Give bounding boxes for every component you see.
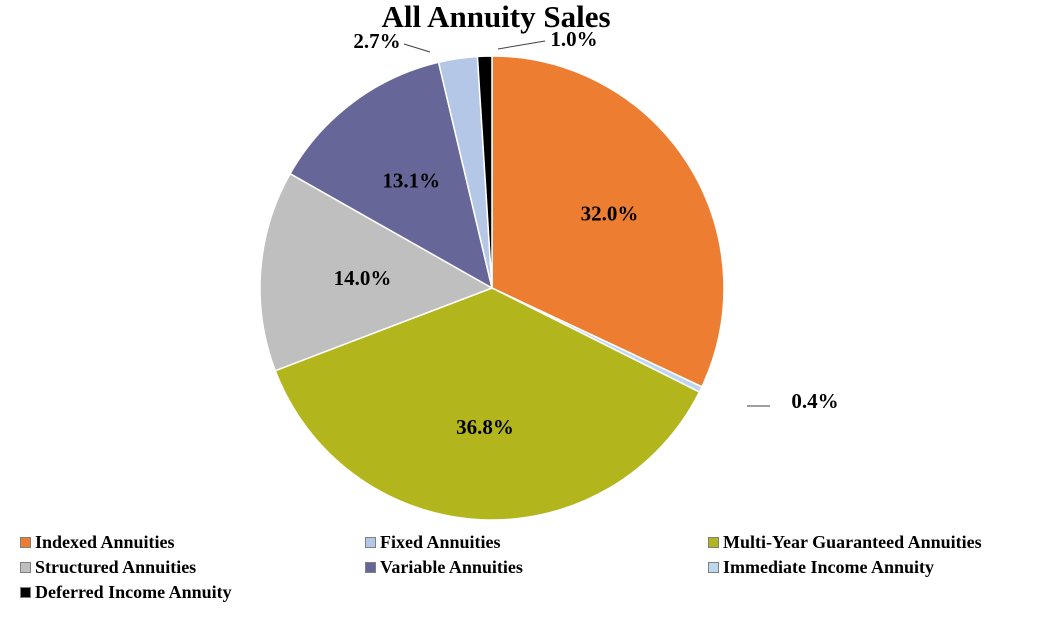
legend-swatch bbox=[708, 537, 719, 548]
data-label-deferred-income-annuity: 1.0% bbox=[550, 27, 597, 51]
pie-slice-structured-annuities bbox=[259, 172, 494, 372]
legend-label: Immediate Income Annuity bbox=[723, 557, 934, 577]
legend-swatch bbox=[20, 562, 31, 573]
pie-slice-multi-year-guaranteed-annuities bbox=[274, 287, 701, 521]
data-label-structured-annuities: 14.0% bbox=[334, 266, 392, 290]
pie-slice-variable-annuities bbox=[289, 61, 494, 290]
legend-swatch bbox=[365, 562, 376, 573]
pie-slices bbox=[259, 55, 725, 521]
data-label-immediate-income-annuity: 0.4% bbox=[791, 389, 838, 413]
legend-item-deferred-income-annuity: Deferred Income Annuity bbox=[20, 582, 232, 603]
legend-item-immediate-income-annuity: Immediate Income Annuity bbox=[708, 557, 934, 578]
legend-swatch bbox=[20, 587, 31, 598]
legend-item-multi-year-guaranteed-annuities: Multi-Year Guaranteed Annuities bbox=[708, 532, 982, 553]
legend-swatch bbox=[708, 562, 719, 573]
legend-label: Structured Annuities bbox=[35, 557, 197, 577]
legend-label: Multi-Year Guaranteed Annuities bbox=[723, 532, 982, 552]
legend-label: Variable Annuities bbox=[380, 557, 523, 577]
data-label-fixed-annuities: 2.7% bbox=[353, 29, 400, 53]
legend-label: Deferred Income Annuity bbox=[35, 582, 232, 602]
pie-slice-indexed-annuities bbox=[491, 55, 725, 388]
legend-item-structured-annuities: Structured Annuities bbox=[20, 557, 196, 578]
legend: Indexed Annuities Fixed Annuities Multi-Ye… bbox=[20, 532, 1049, 616]
legend-swatch bbox=[365, 537, 376, 548]
leader-line-fixed-annuities bbox=[403, 43, 431, 53]
data-label-variable-annuities: 13.1% bbox=[382, 168, 440, 192]
data-labels: 32.0% 0.4% 36.8% 14.0% 13.1% 2.7% 1.0% bbox=[334, 27, 839, 439]
legend-item-variable-annuities: Variable Annuities bbox=[365, 557, 523, 578]
data-label-indexed-annuities: 32.0% bbox=[581, 201, 639, 225]
legend-item-indexed-annuities: Indexed Annuities bbox=[20, 532, 175, 553]
data-label-multi-year-guaranteed-annuities: 36.8% bbox=[456, 415, 514, 439]
pie-slice-deferred-income-annuity bbox=[476, 55, 493, 289]
legend-swatch bbox=[20, 537, 31, 548]
leader-lines bbox=[403, 40, 770, 407]
legend-label: Indexed Annuities bbox=[35, 532, 175, 552]
legend-label: Fixed Annuities bbox=[380, 532, 501, 552]
chart-title: All Annuity Sales bbox=[381, 0, 610, 34]
legend-item-fixed-annuities: Fixed Annuities bbox=[365, 532, 501, 553]
leader-line-deferred-income-annuity bbox=[497, 40, 546, 50]
